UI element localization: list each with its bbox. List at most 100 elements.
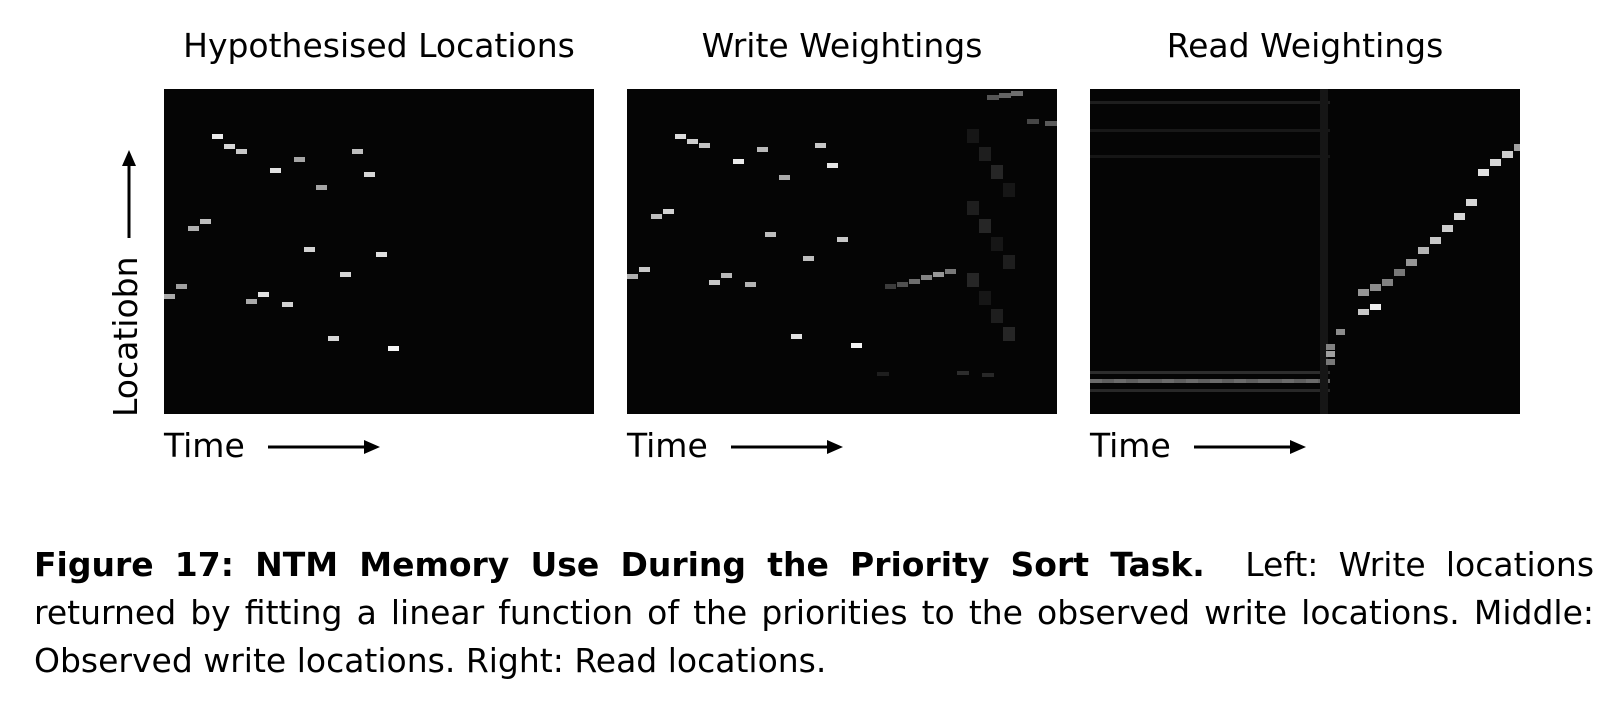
heatmap-cell	[699, 143, 710, 148]
heatmap-cell	[1150, 379, 1162, 383]
heatmap-cell	[957, 371, 969, 375]
heatmap-cell	[1090, 371, 1102, 374]
heatmap-cell	[236, 149, 247, 154]
heatmap-cell	[1027, 119, 1039, 124]
heatmap-cell	[1126, 155, 1138, 158]
heatmap-cell	[967, 273, 979, 287]
heatmap-cell	[1490, 159, 1501, 166]
heatmap-cell	[979, 147, 991, 161]
heatmap-cell	[1258, 155, 1270, 158]
heatmap-cell	[1306, 371, 1318, 374]
heatmap-cell	[1162, 379, 1174, 383]
heatmap-cell	[176, 284, 187, 289]
heatmap-cell	[1258, 371, 1270, 374]
heatmap-cell	[627, 274, 638, 279]
panel-title-write: Write Weightings	[701, 26, 983, 65]
heatmap-cell	[224, 144, 235, 149]
heatmap-cell	[1198, 379, 1210, 383]
heatmap-cell	[270, 168, 281, 173]
heatmap-cell	[1306, 101, 1318, 104]
heatmap-cell	[1198, 101, 1210, 104]
heatmap-cell	[1306, 129, 1318, 132]
heatmap-cell	[1514, 144, 1520, 151]
heatmap-cell	[979, 291, 991, 305]
heatmap-cell	[663, 209, 674, 214]
heatmap-cell	[1358, 309, 1369, 315]
heatmap-cell	[212, 134, 223, 139]
heatmap-cell	[1326, 359, 1335, 365]
heatmap-cell	[1102, 101, 1114, 104]
heatmap-cell	[1126, 389, 1138, 392]
heatmap-cell	[1502, 151, 1513, 158]
heatmap-cell	[1174, 389, 1186, 392]
heatmap-cell	[1246, 129, 1258, 132]
heatmap-cell	[1162, 155, 1174, 158]
heatmap-cell	[991, 165, 1003, 179]
heatmap-cell	[1102, 155, 1114, 158]
heatmap-cell	[1370, 304, 1381, 310]
heatmap-cell	[1198, 371, 1210, 374]
heatmap-cell	[1090, 155, 1102, 158]
figure-caption-label: Figure 17: NTM Memory Use During the Pri…	[34, 545, 1205, 584]
heatmap-cell	[1222, 371, 1234, 374]
heatmap-cell	[827, 163, 838, 168]
heatmap-read-weightings	[1090, 89, 1520, 414]
heatmap-cell	[1258, 389, 1270, 392]
heatmap-write-weightings	[627, 89, 1057, 414]
heatmap-cell	[1210, 379, 1222, 383]
heatmap-cell	[1326, 351, 1335, 357]
heatmap-cell	[1114, 155, 1126, 158]
heatmap-cell	[1210, 371, 1222, 374]
x-axis-arrow-icon	[731, 440, 843, 454]
heatmap-cell	[1270, 371, 1282, 374]
heatmap-cell	[1186, 389, 1198, 392]
heatmap-cell	[1294, 389, 1306, 392]
heatmap-cell	[1294, 101, 1306, 104]
heatmap-cell	[1258, 101, 1270, 104]
heatmap-cell	[709, 280, 720, 285]
heatmap-cell	[1102, 389, 1114, 392]
heatmap-cell	[1234, 371, 1246, 374]
y-axis-label: Locatiobn	[106, 256, 145, 417]
heatmap-cell	[164, 294, 175, 299]
heatmap-cell	[1138, 129, 1150, 132]
heatmap-cell	[1294, 379, 1306, 383]
heatmap-cell	[1198, 129, 1210, 132]
heatmap-cell	[1045, 121, 1057, 126]
heatmap-cell	[897, 282, 908, 287]
heatmap-cell	[1246, 389, 1258, 392]
heatmap-cell	[1186, 129, 1198, 132]
heatmap-cell	[1222, 129, 1234, 132]
heatmap-cell	[765, 232, 776, 237]
heatmap-cell	[745, 282, 756, 287]
heatmap-cell	[1234, 101, 1246, 104]
heatmap-cell	[1418, 247, 1429, 254]
heatmap-cell	[1210, 389, 1222, 392]
heatmap-cell	[200, 219, 211, 224]
x-axis-arrow-icon	[268, 440, 380, 454]
heatmap-cell	[1090, 379, 1102, 383]
heatmap-cell	[1270, 379, 1282, 383]
heatmap-cell	[1234, 129, 1246, 132]
heatmap-cell	[721, 273, 732, 278]
heatmap-cell	[1114, 371, 1126, 374]
heatmap-cell	[909, 279, 920, 284]
heatmap-cell	[376, 252, 387, 257]
heatmap-cell	[1003, 327, 1015, 341]
heatmap-cell	[1186, 379, 1198, 383]
heatmap-cell	[316, 185, 327, 190]
heatmap-cell	[1270, 389, 1282, 392]
heatmap-cell	[639, 267, 650, 272]
heatmap-cell	[1102, 129, 1114, 132]
heatmap-cell	[1114, 129, 1126, 132]
panel-title-hypothesised: Hypothesised Locations	[183, 26, 575, 65]
heatmap-hypothesised-locations	[164, 89, 594, 414]
heatmap-cell	[328, 336, 339, 341]
heatmap-cell	[987, 95, 999, 100]
heatmap-cell	[1102, 379, 1114, 383]
heatmap-cell	[1270, 155, 1282, 158]
heatmap-cell	[1174, 379, 1186, 383]
heatmap-cell	[1282, 129, 1294, 132]
heatmap-cell	[1210, 155, 1222, 158]
heatmap-cell	[1138, 371, 1150, 374]
